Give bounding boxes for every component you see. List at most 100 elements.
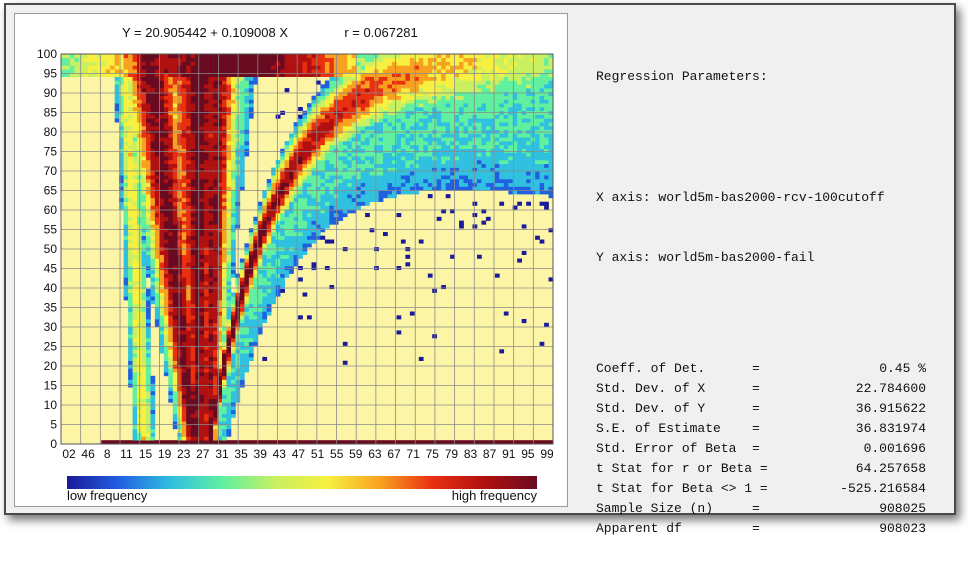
heatmap-cell xyxy=(315,205,321,210)
heatmap-cell xyxy=(172,417,178,422)
heatmap-cell xyxy=(239,258,245,263)
heatmap-cell xyxy=(128,80,133,85)
heatmap-cell xyxy=(459,175,464,180)
heatmap-cell xyxy=(163,273,169,278)
heatmap-cell xyxy=(163,258,169,263)
heatmap-cell xyxy=(226,171,232,176)
heatmap-cell xyxy=(163,61,169,66)
heatmap-cell xyxy=(132,182,138,187)
heatmap-cell xyxy=(208,421,214,426)
heatmap-cell xyxy=(315,160,321,165)
heatmap-cell xyxy=(302,163,308,168)
heatmap-cell xyxy=(199,360,205,365)
heatmap-cell xyxy=(239,349,245,354)
heatmap-cell xyxy=(119,182,124,187)
heatmap-cell xyxy=(414,103,420,108)
heatmap-cell xyxy=(226,91,232,96)
heatmap-cell xyxy=(217,220,223,225)
heatmap-cell xyxy=(307,103,312,108)
heatmap-cell xyxy=(172,322,178,327)
heatmap-cell xyxy=(356,167,361,172)
heatmap-cell xyxy=(356,72,361,77)
heatmap-cell xyxy=(244,72,250,77)
heatmap-cell xyxy=(239,54,245,59)
heatmap-cell xyxy=(342,175,348,180)
heatmap-cell xyxy=(217,353,223,358)
heatmap-cell xyxy=(307,133,312,138)
heatmap-cell xyxy=(257,228,263,233)
heatmap-cell xyxy=(226,292,232,297)
heatmap-cell xyxy=(226,167,232,172)
heatmap-cell xyxy=(204,315,209,320)
heatmap-cell xyxy=(374,160,379,165)
heatmap-cell xyxy=(128,99,133,104)
heatmap-cell xyxy=(392,69,397,74)
heatmap-cell xyxy=(342,114,348,119)
heatmap-cell xyxy=(396,186,402,191)
heatmap-cell xyxy=(159,330,165,335)
heatmap-cell xyxy=(280,194,285,199)
heatmap-cell xyxy=(195,440,200,445)
heatmap-cell xyxy=(172,65,178,70)
heatmap-cell xyxy=(387,107,393,112)
heatmap-cell xyxy=(392,186,397,191)
heatmap-cell xyxy=(289,182,294,187)
heatmap-cell xyxy=(378,137,384,142)
heatmap-cell xyxy=(208,137,214,142)
heatmap-cell xyxy=(217,95,223,100)
heatmap-cell xyxy=(199,402,205,407)
heatmap-cell xyxy=(387,179,393,184)
heatmap-cell xyxy=(123,239,129,244)
heatmap-cell xyxy=(266,220,272,225)
heatmap-cell xyxy=(172,114,178,119)
heatmap-cell xyxy=(186,122,191,127)
heatmap-cell xyxy=(463,122,469,127)
heatmap-cell xyxy=(208,338,214,343)
heatmap-cell xyxy=(172,406,178,411)
heatmap-cell xyxy=(195,175,200,180)
heatmap-cell xyxy=(159,61,165,66)
heatmap-cell xyxy=(217,273,223,278)
heatmap-cell xyxy=(226,326,232,331)
heatmap-cell xyxy=(172,156,178,161)
heatmap-cell xyxy=(172,262,178,267)
heatmap-cell xyxy=(163,190,169,195)
heatmap-cell xyxy=(356,144,361,149)
heatmap-cell xyxy=(146,334,151,339)
heatmap-cell xyxy=(248,326,254,331)
heatmap-cell xyxy=(459,103,464,108)
heatmap-cell xyxy=(213,171,218,176)
heatmap-cell xyxy=(226,428,232,433)
heatmap-cell xyxy=(445,103,451,108)
heatmap-cell xyxy=(405,54,411,59)
heatmap-cell xyxy=(204,262,209,267)
heatmap-cell xyxy=(293,209,299,214)
heatmap-cell xyxy=(302,239,308,244)
heatmap-cell xyxy=(463,95,469,100)
heatmap-cell xyxy=(172,224,178,229)
heatmap-cell xyxy=(463,76,469,81)
heatmap-cell xyxy=(396,54,402,59)
heatmap-cell xyxy=(387,190,393,195)
heatmap-cell xyxy=(396,213,402,218)
heatmap-cell xyxy=(186,406,191,411)
heatmap-cell xyxy=(369,440,375,445)
heatmap-cell xyxy=(248,258,254,263)
heatmap-cell xyxy=(186,432,191,437)
heatmap-cell xyxy=(217,213,223,218)
heatmap-cell xyxy=(123,250,129,255)
heatmap-cell xyxy=(365,122,370,127)
heatmap-cell xyxy=(92,72,98,77)
heatmap-cell xyxy=(204,99,209,104)
heatmap-cell xyxy=(159,239,165,244)
heatmap-cell xyxy=(132,349,138,354)
heatmap-cell xyxy=(427,107,433,112)
heatmap-cell xyxy=(383,107,388,112)
heatmap-cell xyxy=(168,307,174,312)
heatmap-cell xyxy=(338,80,344,85)
heatmap-cell xyxy=(168,205,174,210)
heatmap-cell xyxy=(92,69,98,74)
heatmap-cell xyxy=(396,88,402,93)
heatmap-cell xyxy=(195,250,200,255)
heatmap-cell xyxy=(222,300,227,305)
